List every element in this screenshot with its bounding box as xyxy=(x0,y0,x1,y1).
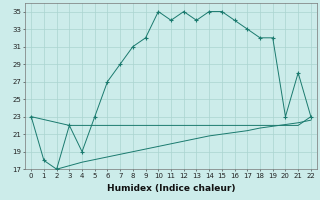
X-axis label: Humidex (Indice chaleur): Humidex (Indice chaleur) xyxy=(107,184,235,193)
